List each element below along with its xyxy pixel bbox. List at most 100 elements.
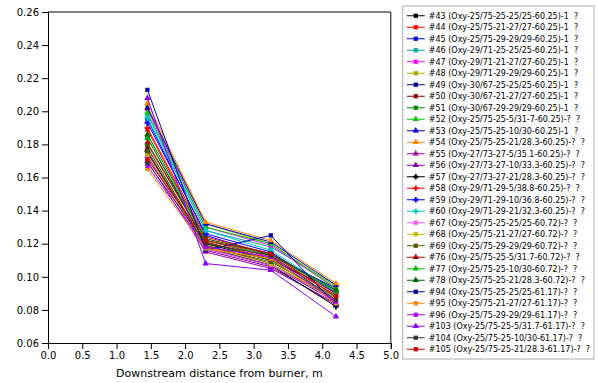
legend-entry: #59 (Oxy-29/71-29-10/36.8-60.25)-? ? [407,196,585,205]
legend-entry: #104 (Oxy-25/75-25-10/30-61.17)-? ? [407,334,583,343]
legend-entry: #44 (Oxy-25/75-21-27/27-60.25)-1 ? [407,23,578,32]
x-tick-label: 0.5 [75,350,91,361]
x-tick-label: 5.0 [383,350,399,361]
x-tick: 3.5 [280,343,296,361]
legend-entry: #47 (Oxy-29/71-21-27/27-60.25)-1 ? [407,58,578,67]
series-marker [268,266,274,272]
legend-label: #77 (Oxy-25/75-25-10/30-60.72)-? ? [429,265,578,274]
legend-swatch-marker [414,232,418,236]
x-tick: 2.0 [178,343,194,361]
series [145,164,338,304]
legend-label: #60 (Oxy-29/71-29-21/32.3-60.25)-? ? [429,207,585,216]
x-tick-label: 3.0 [246,350,262,361]
series-marker [202,218,208,224]
legend-label: #105 (Oxy-25/75-25-21/28.3-61.17)-? ? [429,345,590,354]
y-tick-label: 0.08 [17,305,39,316]
legend-entry: #105 (Oxy-25/75-25-21/28.3-61.17)-? ? [407,345,590,354]
legend-swatch-marker [414,71,418,75]
y-tick-label: 0.12 [17,238,39,249]
series [145,125,339,295]
x-tick: 1.0 [109,343,125,361]
x-axis: 0.00.51.01.52.02.53.03.54.04.55.0 [41,343,400,361]
x-tick-label: 2.0 [178,350,194,361]
legend-entry: #68 (Oxy-25/75-21-27/27-60.72)-? ? [407,230,578,239]
y-tick: 0.22 [17,73,48,84]
series [145,160,338,302]
series-marker [269,252,273,256]
legend-swatch-marker [414,336,418,340]
y-tick-mark [42,78,48,79]
chart: #43 (Oxy-25/75-25-25/25-60.25)-1 ? #44 (O… [0,0,598,383]
legend-entry: #45 (Oxy-25/75-29-29/29-60.25)-1 ? [407,35,578,44]
series-marker [334,295,338,299]
legend-swatch-marker [413,254,419,260]
y-axis-line [42,13,49,344]
legend-label: #58 (Oxy-29/71-29-5/38.8-60.25)-? ? [429,184,580,193]
series-marker [203,246,209,252]
y-tick: 0.26 [17,7,48,18]
y-tick: 0.24 [17,40,48,51]
legend-swatch-marker [414,106,418,110]
series-marker [333,313,339,319]
x-tick-mark [117,343,118,349]
series-marker [145,115,151,121]
series-marker [204,238,208,242]
series-marker [144,131,150,137]
series-line [147,134,336,290]
frame-right [390,12,391,343]
legend-swatch-marker [413,116,419,122]
legend-swatch-marker [414,60,418,64]
y-tick-label: 0.10 [17,272,39,283]
x-tick-label: 1.5 [143,350,159,361]
legend-swatch-marker [414,244,418,248]
legend-label: #50 (Oxy-30/67-21-27/27-60.25)-1 ? [429,92,578,101]
legend-label: #59 (Oxy-29/71-29-10/36.8-60.25)-? ? [429,196,585,205]
series-marker [145,88,149,92]
series [145,88,338,307]
legend-swatch-marker [414,48,418,52]
x-tick: 4.0 [315,343,331,361]
legend-label: #76 (Oxy-25/75-25-5/31.7-60.72)-? ? [429,253,580,262]
legend-entry: #43 (Oxy-25/75-25-25/25-60.25)-1 ? [407,12,578,21]
legend-label: #69 (Oxy-25/75-29-29/29-60.72)-? ? [429,242,578,251]
legend-swatch-marker [414,221,418,225]
x-tick: 4.5 [349,343,365,361]
y-tick-mark [42,111,48,112]
y-tick: 0.06 [17,338,48,349]
series [145,157,338,299]
y-tick-label: 0.24 [17,40,39,51]
series-marker [145,149,149,153]
series-line [147,98,336,316]
y-tick-label: 0.26 [17,7,39,18]
legend: #43 (Oxy-25/75-25-25/25-60.25)-1 ? #44 (O… [403,6,594,359]
series-marker [145,148,151,154]
x-tick: 1.5 [143,343,159,361]
legend-entry: #56 (Oxy-27/73-27-10/33.3-60.25)-? ? [407,161,585,170]
y-tick-label: 0.16 [17,172,39,183]
y-tick: 0.08 [17,305,48,316]
legend-swatch-marker [413,323,419,329]
legend-entry: #52 (Oxy-25/75-25-5/31-7-60.25)-? ? [407,115,580,124]
legend-entry: #58 (Oxy-29/71-29-5/38.8-60.25)-? ? [407,184,580,193]
series-line [147,151,336,307]
y-tick-mark [42,310,48,311]
series [144,94,339,318]
legend-swatch-marker [414,94,418,98]
series [144,131,339,292]
y-tick: 0.16 [17,172,48,183]
legend-label: #104 (Oxy-25/75-25-10/30-61.17)-? ? [429,334,583,343]
legend-entry: #57 (Oxy-27/73-27-21/28.3-60.25)-? ? [407,173,585,182]
legend-entry: #67 (Oxy-25/75-25-25/25-60.72)-? ? [407,219,578,228]
series-marker [145,157,149,161]
y-tick-mark [42,277,48,278]
legend-swatch-marker [414,301,418,305]
legend-label: #49 (Oxy-30/67-25-25/25-60.25)-1 ? [429,81,578,90]
series-marker [269,233,273,237]
legend-entry: #103 (Oxy-25/75-25-5/31.7-61.17)-? ? [407,322,585,331]
y-tick-mark [42,12,48,13]
y-tick-label: 0.22 [17,73,39,84]
series [144,134,339,293]
series-marker [268,251,274,257]
x-tick: 0.5 [75,343,91,361]
legend-entry: #78 (Oxy-25/75-25-21/28.3-60.72)-? ? [407,276,585,285]
